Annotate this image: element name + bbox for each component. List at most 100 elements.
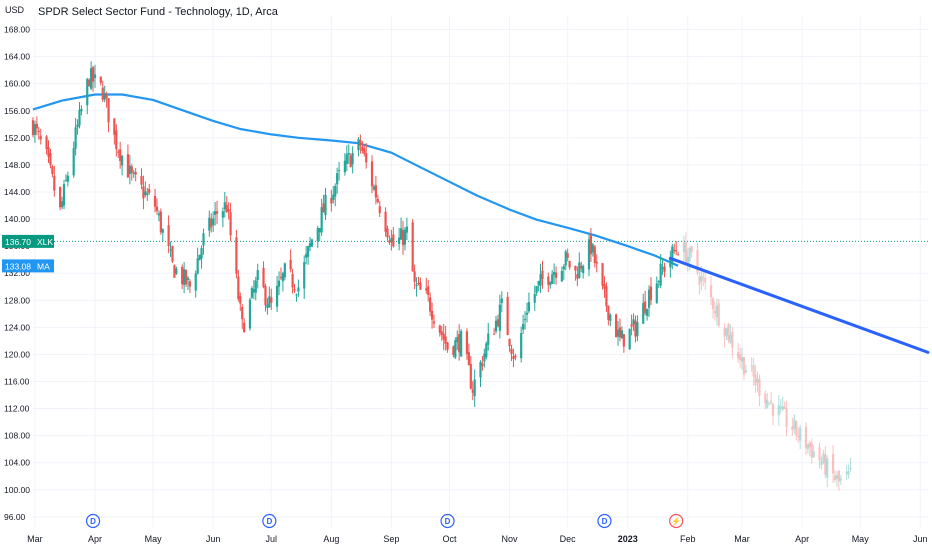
candle-body (522, 323, 525, 330)
candle (657, 280, 660, 288)
candle-body (752, 365, 755, 377)
candle (661, 257, 664, 276)
candle (576, 266, 579, 287)
candle-body (808, 442, 811, 448)
candle-body (647, 289, 651, 308)
candle (80, 105, 83, 116)
projected-candle (845, 465, 848, 481)
candle (498, 294, 501, 339)
candle-body (171, 245, 174, 262)
candle (308, 237, 312, 252)
candle-body (440, 331, 443, 335)
candle (370, 155, 374, 194)
marker-circle (669, 513, 684, 529)
candle (483, 348, 486, 368)
candle (376, 194, 379, 204)
candle (241, 303, 244, 330)
candle (390, 229, 393, 251)
candle (229, 202, 232, 242)
candle (74, 117, 77, 156)
candle-body (568, 260, 571, 268)
marker-circle (85, 513, 101, 529)
candle (510, 344, 513, 362)
candle-body (616, 329, 620, 337)
candle (140, 168, 143, 190)
candle (103, 85, 106, 103)
candle-body (659, 263, 662, 286)
candle-body (797, 436, 800, 438)
candle (169, 241, 172, 257)
candle (306, 245, 310, 265)
candle (444, 325, 447, 351)
candle (93, 64, 97, 88)
candle-body (806, 444, 809, 450)
candle-body (256, 270, 259, 280)
trend-layer[interactable] (668, 256, 930, 354)
candle-body (134, 171, 137, 175)
candle-body (157, 213, 161, 216)
candle-body (33, 124, 37, 135)
candle (175, 266, 178, 275)
y-tick-label: 116.00 (4, 376, 30, 386)
projected-candle (833, 470, 837, 483)
candle-body (186, 277, 190, 280)
candle-body (481, 363, 484, 367)
candle-body (275, 285, 279, 307)
symbol-legend[interactable]: SPDR Select Sector Fund - Technology, 1D… (38, 6, 278, 18)
x-tick-label: Feb (680, 534, 696, 544)
candle-body (142, 186, 145, 199)
projected-candle (822, 449, 825, 465)
candle-body (91, 67, 95, 82)
candle (324, 187, 327, 220)
dividend-icon[interactable]: D (440, 513, 455, 529)
candle (374, 175, 377, 205)
time-axis[interactable]: Mar Apr May Jun Jul Aug Sep Oct Nov Dec 2023 Feb Mar… (27, 534, 927, 544)
candle (492, 328, 496, 335)
candle (467, 343, 470, 366)
candle (210, 213, 213, 233)
projected-candle (715, 298, 718, 326)
projected-candle (831, 445, 835, 483)
candle-body (316, 228, 319, 241)
candle-body (783, 406, 786, 409)
candle-body (512, 356, 515, 359)
candle-body (644, 301, 647, 314)
candle-body (673, 250, 676, 252)
candle-body (388, 240, 391, 243)
y-tick-label: 120.00 (4, 349, 30, 359)
event-markers[interactable]: D D D D ⚡ (85, 513, 684, 529)
candle (33, 120, 37, 143)
projected-candle (812, 445, 815, 458)
price-axis[interactable]: 96.00 100.00 104.00 108.00 112.00 116.00 120.0… (4, 25, 30, 522)
candle-body (514, 355, 517, 358)
candle (347, 144, 350, 164)
candle (634, 315, 637, 343)
y-tick-label: 96.00 (4, 512, 26, 522)
candle-body (167, 225, 170, 246)
candle (126, 144, 130, 178)
candle-body (363, 148, 366, 154)
candle (277, 271, 281, 296)
candle-body (527, 302, 531, 312)
projected-candle (783, 401, 786, 409)
dividend-icon[interactable]: D (85, 513, 101, 529)
candle (494, 315, 498, 334)
dividend-icon[interactable]: D (262, 513, 277, 529)
candle (365, 143, 368, 169)
candle-body (198, 254, 201, 261)
candle-body (582, 266, 585, 274)
candle-body (322, 203, 325, 213)
grid-layer (33, 16, 928, 527)
dividend-icon[interactable]: D (597, 513, 612, 529)
candle-body (130, 166, 133, 173)
candle-body (574, 265, 577, 271)
projected-candle (764, 390, 767, 410)
candle-body (717, 303, 720, 326)
projected-candle (804, 422, 808, 455)
candle-body (359, 140, 362, 146)
candle (196, 247, 199, 275)
candle-body (74, 127, 77, 149)
lightning-icon[interactable]: ⚡ (669, 513, 684, 529)
